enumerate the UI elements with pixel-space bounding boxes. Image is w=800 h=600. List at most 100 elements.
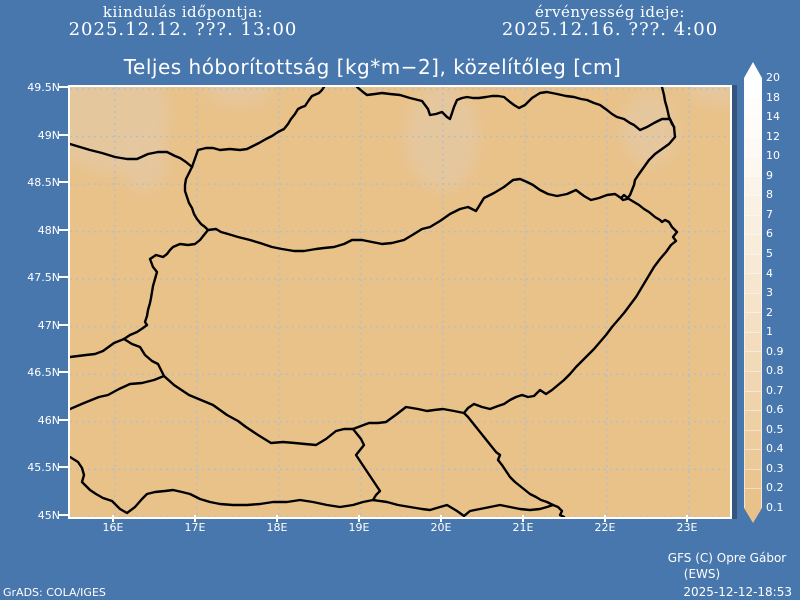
colorbar-value: 5 xyxy=(766,246,773,260)
country-border xyxy=(351,427,382,502)
lon-tick xyxy=(440,515,442,522)
init-time-value: 2025.12.12. ???. 13:00 xyxy=(68,19,298,40)
colorbar-segment xyxy=(744,214,762,235)
lat-tick xyxy=(59,133,68,136)
colorbar-value: 0.4 xyxy=(766,442,784,456)
lat-label: 49N xyxy=(37,128,60,142)
lon-tick xyxy=(522,515,524,522)
colorbar-value: 20 xyxy=(766,71,780,84)
colorbar-segment xyxy=(744,97,762,118)
country-border xyxy=(351,405,466,431)
country-border xyxy=(190,87,326,169)
colorbar-segment xyxy=(744,234,762,254)
colorbar-value: 3 xyxy=(766,286,773,299)
lat-tick xyxy=(59,514,68,516)
colorbar-segment xyxy=(744,449,762,469)
map-title: Teljes hóborítottság [kg*m−2], közelítől… xyxy=(123,55,622,79)
lon-tick xyxy=(686,515,688,522)
colorbar-segment xyxy=(744,351,762,371)
colorbar-arrow-down xyxy=(744,507,762,523)
grads-tag: GrADS: COLA/IGES xyxy=(3,586,106,599)
country-border xyxy=(122,228,210,341)
colorbar-value: 0.3 xyxy=(766,461,784,475)
colorbar-value: 0.6 xyxy=(766,403,784,417)
colorbar-value: 10 xyxy=(766,149,780,163)
lon-label: 20E xyxy=(430,521,452,534)
lat-tick xyxy=(59,86,68,88)
country-border xyxy=(660,87,676,129)
colorbar-segment xyxy=(744,253,762,274)
credit-line-2: (EWS) xyxy=(683,567,721,581)
lat-tick xyxy=(59,466,68,469)
lon-tick xyxy=(604,515,606,522)
colorbar-value: 1 xyxy=(766,325,773,339)
valid-time-label: érvényesség ideje: xyxy=(535,3,685,21)
colorbar-value: 0.9 xyxy=(766,344,784,358)
country-border xyxy=(183,165,210,232)
country-border xyxy=(206,177,623,253)
lon-label: 19E xyxy=(348,521,370,534)
lat-label: 48.5N xyxy=(27,176,60,190)
colorbar-value: 7 xyxy=(766,207,773,221)
credit-line-1: GFS (C) Opre Gábor xyxy=(667,551,787,565)
snow-patch xyxy=(623,93,677,165)
country-border xyxy=(122,337,166,378)
country-border xyxy=(70,455,555,517)
colorbar-value: 0.5 xyxy=(766,422,784,436)
lat-lon-gridlines xyxy=(70,87,730,517)
colorbar-segment xyxy=(744,331,762,352)
colorbar-segment xyxy=(744,78,762,98)
colorbar-segment xyxy=(744,136,762,157)
country-border xyxy=(70,142,194,169)
lon-tick xyxy=(194,515,196,522)
colorbar-value: 12 xyxy=(766,129,780,143)
lat-label: 48N xyxy=(37,223,60,237)
colorbar-value: 0.2 xyxy=(766,481,784,495)
snow-patch xyxy=(688,87,730,104)
colorbar-value: 6 xyxy=(766,227,773,241)
country-border xyxy=(355,87,676,132)
lat-tick xyxy=(59,181,68,184)
colorbar-segment xyxy=(744,390,762,411)
lat-tick xyxy=(59,418,68,421)
colorbar-value: 9 xyxy=(766,168,773,182)
colorbar-segment xyxy=(744,175,762,196)
lat-tick xyxy=(59,323,68,326)
lat-tick xyxy=(59,371,68,374)
colorbar-segment xyxy=(744,195,762,215)
init-time-label: kiindulás időpontja: xyxy=(102,3,264,21)
lon-label: 17E xyxy=(184,521,206,534)
map-canvas xyxy=(70,87,730,517)
colorbar-segment xyxy=(744,156,762,176)
country-border xyxy=(70,374,166,411)
lon-tick xyxy=(112,515,114,522)
map-area xyxy=(68,85,732,519)
colorbar-value: 0.8 xyxy=(766,364,784,378)
colorbar-segment xyxy=(744,488,762,508)
lon-tick xyxy=(276,515,278,522)
snow-patch xyxy=(206,87,270,104)
colorbar-arrow-up xyxy=(744,62,762,78)
colorbar-value: 2 xyxy=(766,305,773,319)
lat-label: 47N xyxy=(37,318,60,332)
country-border xyxy=(462,411,566,517)
colorbar-segment xyxy=(744,117,762,137)
country-border xyxy=(162,374,355,447)
lat-label: 45N xyxy=(37,509,60,522)
snow-patches xyxy=(70,87,730,191)
colorbar-value: 8 xyxy=(766,188,773,202)
timestamp: 2025-12-12-18:53 xyxy=(683,585,792,599)
valid-time-value: 2025.12.16. ???. 4:00 xyxy=(501,19,719,40)
country-border xyxy=(462,230,679,415)
lat-label: 47.5N xyxy=(27,271,60,285)
snow-patch xyxy=(406,87,478,189)
lat-tick xyxy=(59,228,68,231)
colorbar-segment xyxy=(744,292,762,313)
lon-label: 21E xyxy=(512,521,534,534)
lat-label: 45.5N xyxy=(27,461,60,475)
lon-tick xyxy=(358,515,360,522)
lon-label: 23E xyxy=(676,521,698,534)
colorbar-value: 4 xyxy=(766,266,773,280)
lat-tick xyxy=(59,276,68,279)
